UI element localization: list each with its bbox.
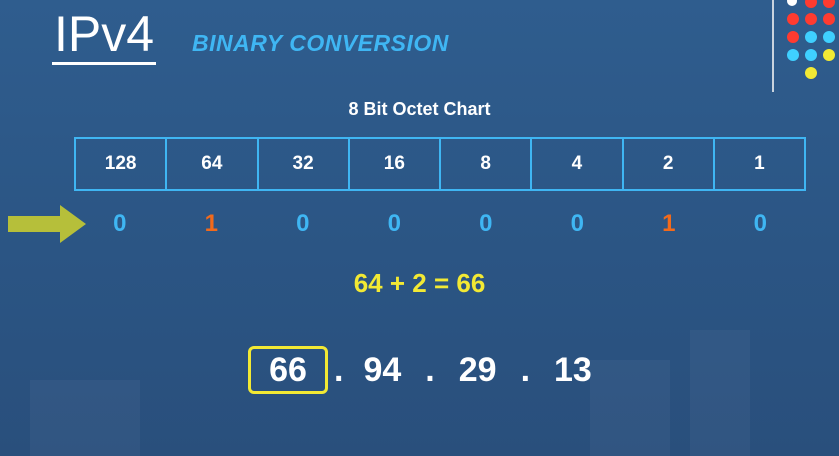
ip-address: 66 . 94 . 29 . 13	[248, 344, 592, 396]
bits-row: 0 1 0 0 0 0 1 0	[74, 206, 806, 242]
ip-octet: 29	[458, 350, 497, 389]
dot	[787, 13, 799, 25]
place-value-cell: 2	[624, 139, 715, 189]
ip-separator: .	[425, 350, 435, 389]
sum-equation: 64 + 2 = 66	[353, 268, 486, 298]
dot	[823, 31, 835, 43]
dot	[805, 13, 817, 25]
background-block	[690, 330, 750, 456]
page-subtitle: BINARY CONVERSION	[192, 30, 449, 56]
chart-title: 8 Bit Octet Chart	[348, 99, 491, 119]
dot	[805, 67, 817, 79]
bit-value: 0	[113, 210, 127, 237]
arrow-right-icon	[8, 205, 86, 243]
bit-value: 1	[662, 210, 676, 237]
dot	[823, 49, 835, 61]
place-value-cell: 1	[754, 153, 765, 174]
dot	[823, 13, 835, 25]
place-value-cell: 8	[441, 139, 533, 189]
bit-value: 0	[570, 210, 584, 237]
bit-value: 0	[753, 210, 767, 237]
page-title: IPv4	[52, 6, 157, 65]
bit-value: 0	[479, 210, 493, 237]
background-block	[30, 380, 140, 456]
place-value-cell: 16	[350, 139, 441, 189]
ip-separator: .	[520, 350, 531, 389]
dot	[805, 49, 817, 61]
dot	[787, 49, 799, 61]
place-value-cell: 64	[167, 139, 259, 189]
bit-value: 0	[296, 210, 310, 237]
bit-value: 0	[387, 210, 401, 237]
dot-grid-icon	[783, 0, 839, 80]
ip-octet: 13	[554, 350, 592, 389]
dot	[787, 31, 799, 43]
dot	[823, 0, 835, 8]
ip-separator: .	[334, 350, 344, 389]
divider-line	[772, 0, 774, 92]
ip-octet-highlighted: 66	[248, 346, 328, 394]
place-value-cell: 32	[259, 139, 350, 189]
place-value-cell: 128	[76, 139, 168, 189]
dot	[805, 31, 817, 43]
octet-table: 128 64 32 16 8 4 2 1	[74, 137, 806, 191]
dot	[805, 0, 817, 8]
dot	[787, 0, 797, 6]
place-value-cell: 4	[532, 139, 624, 189]
background-block	[590, 360, 670, 456]
ip-octet: 94	[363, 350, 402, 389]
bit-value: 1	[204, 210, 218, 237]
